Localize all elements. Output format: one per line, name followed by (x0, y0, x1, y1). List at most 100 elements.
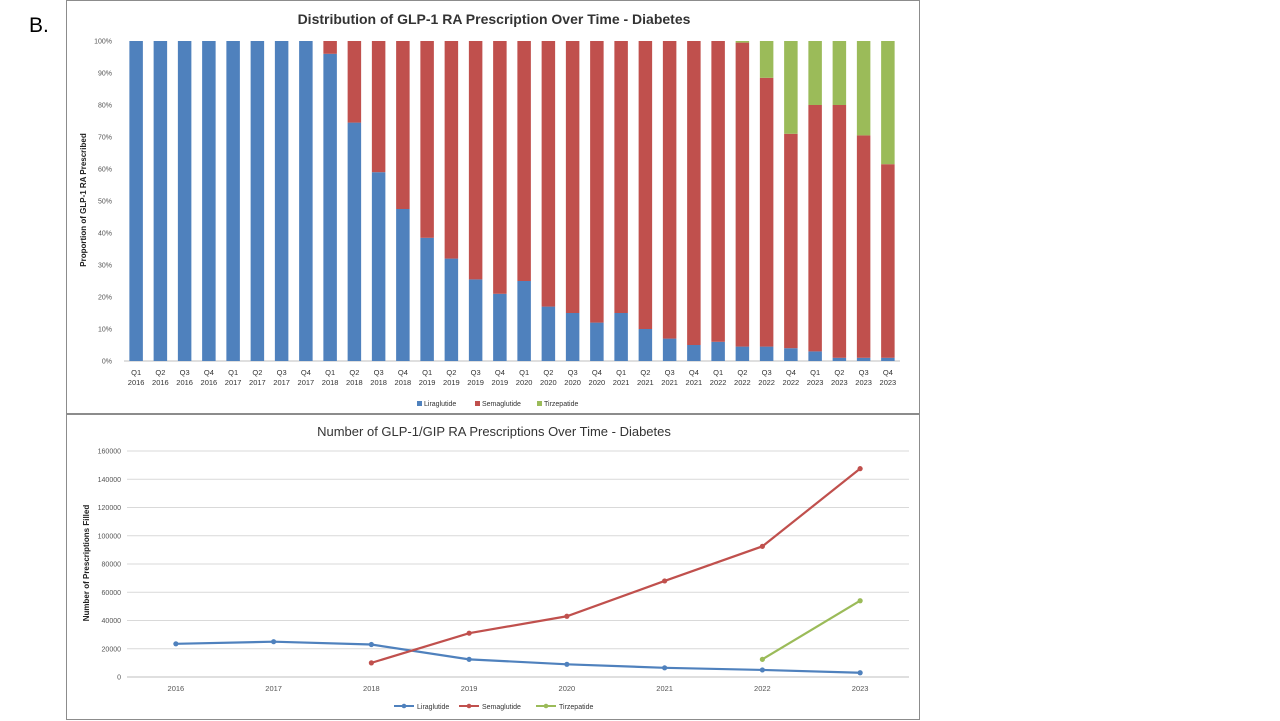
bar-chart-x-tick-year: 2019 (443, 378, 460, 387)
legend-marker-liraglutide (401, 703, 407, 709)
data-point-liraglutide (759, 667, 765, 673)
bar-segment-liraglutide (565, 313, 580, 361)
bar-segment-liraglutide (808, 351, 822, 361)
line-chart-x-tick-label: 2021 (656, 684, 673, 693)
bar-chart-x-tick-quarter: Q1 (713, 368, 723, 377)
line-chart-y-tick-label: 80000 (102, 562, 122, 569)
bar-chart-x-tick-year: 2018 (322, 378, 339, 387)
data-point-tirzepatide (759, 656, 765, 662)
bar-chart-x-tick-year: 2022 (710, 378, 727, 387)
bar-chart-x-tick-quarter: Q3 (277, 368, 287, 377)
bar-segment-tirzepatide (808, 41, 822, 105)
bar-chart-x-tick-quarter: Q3 (762, 368, 772, 377)
bar-chart-x-tick-quarter: Q4 (495, 368, 505, 377)
stacked-bar-chart: Distribution of GLP-1 RA Prescription Ov… (79, 11, 900, 408)
bar-chart-x-tick-year: 2021 (637, 378, 654, 387)
bar-segment-tirzepatide (832, 41, 847, 105)
bar-segment-semaglutide (565, 41, 580, 313)
bar-chart-x-tick-quarter: Q2 (252, 368, 262, 377)
bar-segment-liraglutide (468, 279, 483, 361)
bar-segment-semaglutide (541, 41, 556, 307)
bar-chart-title: Distribution of GLP-1 RA Prescription Ov… (298, 11, 691, 27)
line-chart-y-tick-label: 40000 (102, 618, 122, 625)
bar-segment-liraglutide (202, 41, 216, 361)
panel-label: B. (29, 14, 49, 37)
bar-chart-x-tick-year: 2019 (467, 378, 484, 387)
series-line-tirzepatide (761, 599, 861, 661)
bar-segment-tirzepatide (784, 41, 798, 134)
bar-segment-liraglutide (226, 41, 240, 361)
data-point-semaglutide (857, 466, 863, 472)
line-chart-title: Number of GLP-1/GIP RA Prescriptions Ove… (317, 424, 671, 439)
bar-segment-liraglutide (371, 172, 386, 361)
data-point-tirzepatide (857, 598, 863, 604)
data-point-liraglutide (662, 665, 668, 671)
bar-chart-x-tick-quarter: Q4 (786, 368, 796, 377)
bar-chart-y-tick-label: 90% (98, 71, 112, 78)
bar-segment-semaglutide (444, 41, 459, 259)
bar-chart-y-tick-label: 30% (98, 263, 112, 270)
bar-segment-liraglutide (177, 41, 192, 361)
bar-segment-semaglutide (371, 41, 386, 173)
bar-segment-semaglutide (420, 41, 434, 238)
bar-chart-x-tick-year: 2020 (589, 378, 606, 387)
bar-chart-x-tick-quarter: Q3 (180, 368, 190, 377)
bar-segment-liraglutide (444, 258, 459, 361)
bar-segment-semaglutide (590, 41, 604, 323)
bar-chart-x-tick-year: 2017 (298, 378, 315, 387)
bar-chart-x-tick-quarter: Q4 (689, 368, 699, 377)
bar-chart-x-tick-quarter: Q3 (374, 368, 384, 377)
data-point-semaglutide (466, 630, 472, 636)
line-chart-ylabel: Number of Prescriptions Filled (82, 505, 91, 622)
bar-segment-semaglutide (396, 41, 410, 209)
line-chart-x-tick-label: 2020 (559, 684, 576, 693)
bar-chart-x-tick-year: 2018 (370, 378, 387, 387)
bar-segment-liraglutide (638, 329, 653, 361)
bar-segment-tirzepatide (881, 41, 895, 165)
bar-segment-tirzepatide (759, 41, 774, 78)
data-point-liraglutide (564, 661, 570, 667)
bar-segment-semaglutide (735, 42, 750, 347)
bar-chart-x-tick-year: 2023 (880, 378, 897, 387)
bar-segment-semaglutide (517, 41, 531, 281)
bar-chart-x-tick-year: 2020 (564, 378, 581, 387)
bar-chart-x-tick-quarter: Q4 (204, 368, 214, 377)
bar-segment-semaglutide (323, 41, 337, 54)
bar-segment-liraglutide (590, 322, 604, 361)
legend-label-semaglutide: Semaglutide (482, 704, 521, 711)
line-chart-y-tick-label: 140000 (98, 477, 121, 484)
line-chart-x-tick-label: 2019 (461, 684, 478, 693)
bar-chart-legend: Liraglutide Semaglutide Tirzepatide (417, 401, 578, 408)
bar-chart-x-tick-quarter: Q1 (616, 368, 626, 377)
bar-chart-x-tick-quarter: Q2 (640, 368, 650, 377)
data-point-liraglutide (271, 639, 277, 645)
line-chart-x-tick-label: 2016 (168, 684, 185, 693)
bar-segment-semaglutide (662, 41, 677, 339)
bar-segment-liraglutide (153, 41, 168, 361)
bar-chart-x-tick-quarter: Q4 (398, 368, 408, 377)
bar-segment-liraglutide (323, 53, 337, 362)
data-point-liraglutide (466, 656, 472, 662)
bar-segment-liraglutide (687, 345, 701, 361)
bar-chart-x-tick-year: 2017 (225, 378, 242, 387)
bar-chart-x-tick-year: 2022 (758, 378, 775, 387)
legend-label-tirzepatide: Tirzepatide (544, 401, 578, 408)
bar-segment-semaglutide (808, 105, 822, 352)
line-chart-y-tick-label: 100000 (98, 533, 121, 540)
bar-chart-y-tick-label: 20% (98, 295, 112, 302)
bar-segment-liraglutide (711, 341, 725, 361)
bar-chart-x-tick-year: 2019 (419, 378, 436, 387)
line-chart-container: Number of GLP-1/GIP RA Prescriptions Ove… (66, 414, 920, 720)
bar-chart-x-tick-quarter: Q1 (325, 368, 335, 377)
bar-segment-liraglutide (299, 41, 313, 361)
bar-segment-liraglutide (250, 41, 265, 361)
bar-segment-liraglutide (614, 313, 628, 361)
stacked-bar-chart-container: Distribution of GLP-1 RA Prescription Ov… (66, 0, 920, 414)
bar-segment-liraglutide (420, 237, 434, 361)
line-chart-x-tick-label: 2022 (754, 684, 771, 693)
line-chart-legend: Liraglutide Semaglutide Tirzepatide (394, 703, 593, 711)
bar-chart-y-tick-label: 50% (98, 199, 112, 206)
bar-chart-x-tick-year: 2018 (395, 378, 412, 387)
bar-segment-liraglutide (541, 306, 556, 361)
bar-chart-x-tick-year: 2017 (249, 378, 266, 387)
